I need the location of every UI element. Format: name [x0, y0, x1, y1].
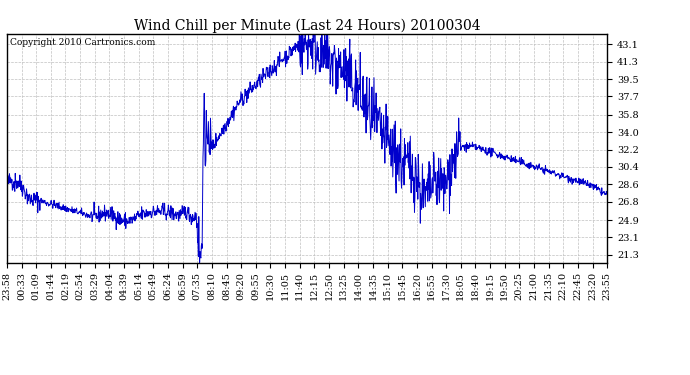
Title: Wind Chill per Minute (Last 24 Hours) 20100304: Wind Chill per Minute (Last 24 Hours) 20… [134, 18, 480, 33]
Text: Copyright 2010 Cartronics.com: Copyright 2010 Cartronics.com [10, 38, 155, 47]
